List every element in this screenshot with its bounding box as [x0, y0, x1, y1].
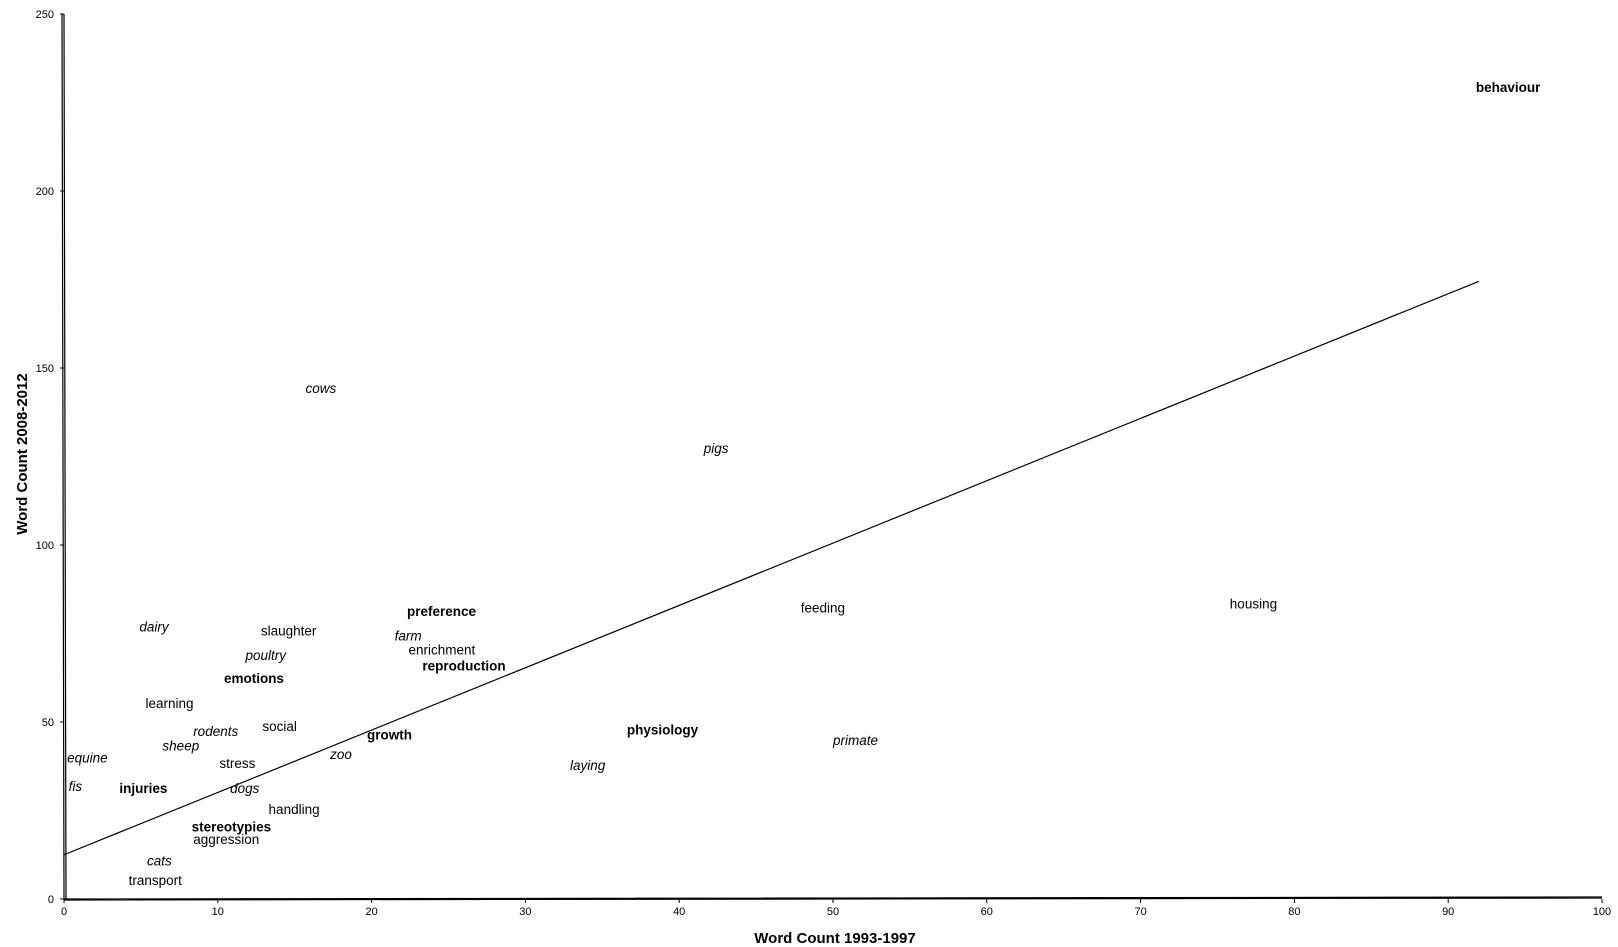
point-label-aggression: aggression: [193, 832, 259, 847]
point-label-pigs: pigs: [703, 441, 729, 456]
x-tick-label: 40: [673, 906, 685, 918]
x-tick-label: 100: [1593, 906, 1611, 918]
point-label-reproduction: reproduction: [422, 659, 505, 674]
point-label-learning: learning: [146, 696, 194, 711]
point-label-emotions: emotions: [224, 671, 284, 686]
point-label-rodents: rodents: [193, 724, 238, 739]
point-label-injuries: injuries: [119, 781, 167, 796]
y-tick-label: 250: [36, 9, 54, 21]
trendline-group: [63, 280, 1480, 856]
point-label-farm: farm: [395, 629, 422, 644]
x-tick-label: 90: [1442, 906, 1454, 918]
x-tick-label: 10: [212, 906, 224, 918]
point-label-fis: fis: [69, 779, 83, 794]
point-label-cats: cats: [147, 853, 172, 868]
point-label-primate: primate: [832, 733, 878, 748]
x-tick-label: 70: [1134, 906, 1146, 918]
point-label-transport: transport: [129, 873, 183, 888]
point-label-laying: laying: [570, 758, 606, 773]
point-label-handling: handling: [269, 802, 320, 817]
y-tick-label: 0: [48, 894, 54, 906]
x-tick-label: 0: [61, 906, 67, 918]
x-tick-label: 30: [519, 906, 531, 918]
point-label-sheep: sheep: [162, 738, 199, 753]
point-label-feeding: feeding: [801, 600, 845, 615]
x-axis-title: Word Count 1993-1997: [754, 930, 915, 947]
x-tick-label: 50: [827, 906, 839, 918]
point-label-enrichment: enrichment: [409, 643, 476, 658]
point-label-dairy: dairy: [139, 620, 170, 635]
axes: [61, 13, 1603, 901]
y-tick-label: 100: [36, 540, 54, 552]
point-label-cows: cows: [305, 381, 336, 396]
point-labels: behaviour cows pigs housing feeding preferenc…: [67, 80, 1541, 888]
ticks: 0 10 20 30 40 50 60 70 80 90 100 0 50 100 150 200 250: [36, 9, 1612, 918]
point-label-slaughter: slaughter: [261, 623, 317, 638]
y-tick-label: 50: [42, 717, 54, 729]
y-tick-label: 200: [36, 186, 54, 198]
point-label-equine: equine: [67, 751, 108, 766]
point-label-stereotypies: stereotypies: [192, 820, 272, 835]
point-label-social: social: [262, 719, 297, 734]
point-label-physiology: physiology: [627, 722, 699, 737]
y-tick-label: 150: [36, 363, 54, 375]
point-label-behaviour: behaviour: [1476, 80, 1541, 95]
point-label-dogs: dogs: [230, 781, 260, 796]
x-tick-label: 80: [1288, 906, 1300, 918]
point-label-growth: growth: [367, 728, 412, 743]
point-label-poultry: poultry: [244, 648, 287, 663]
y-axis-title: Word Count 2008-2012: [14, 373, 31, 534]
point-label-preference: preference: [407, 604, 477, 619]
x-tick-label: 60: [981, 906, 993, 918]
x-tick-label: 20: [365, 906, 377, 918]
y-axis-line: [61, 13, 67, 900]
point-label-stress: stress: [219, 756, 255, 771]
trendline: [63, 280, 1480, 856]
point-label-housing: housing: [1230, 597, 1277, 612]
point-label-zoo: zoo: [329, 747, 352, 762]
